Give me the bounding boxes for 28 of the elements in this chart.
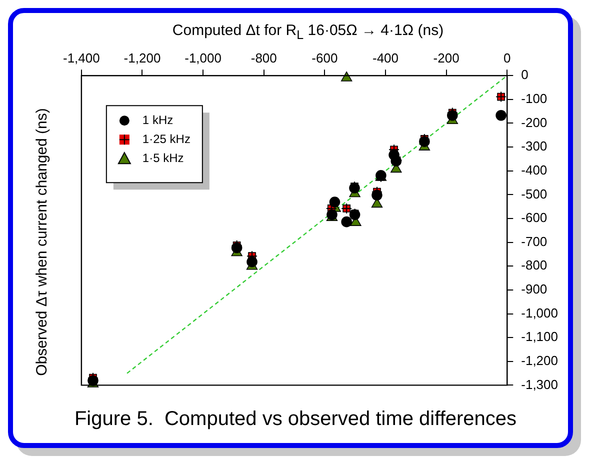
- y-tick-label: -700: [521, 234, 548, 249]
- y-tick-label: 0: [521, 67, 528, 82]
- y-tick-label: -900: [521, 282, 548, 297]
- x-tick-label: -800: [250, 50, 277, 66]
- x-tick-label: -600: [312, 50, 338, 66]
- legend-label: 1·25 kHz: [142, 132, 190, 146]
- y-tick-label: -1,200: [521, 352, 558, 368]
- y-axis-title: Observed Δτ when current changed (ns): [34, 108, 50, 376]
- y-tick-label: -1,000: [521, 305, 558, 320]
- x-tick-label: -200: [433, 50, 460, 66]
- text: Figure 5. Computed vs observed time differences: [73, 408, 518, 431]
- legend-label: 1 kHz: [142, 112, 174, 127]
- x-tick-label: -1,400: [62, 50, 100, 66]
- x-tick-label: -1,000: [184, 50, 222, 66]
- y-tick-label: -1,300: [521, 376, 558, 392]
- y-tick-label: -200: [521, 114, 548, 130]
- legend-label: 1·5 kHz: [142, 150, 184, 165]
- y-tick-label: -500: [521, 186, 548, 202]
- y-tick-label: -600: [521, 210, 548, 226]
- x-tick-label: -400: [372, 50, 399, 66]
- y-tick-label: -400: [521, 162, 548, 178]
- y-tick-label: -800: [521, 258, 548, 273]
- y-tick-label: -100: [521, 90, 548, 106]
- y-tick-label: -300: [521, 138, 548, 154]
- x-tick-label: -1,200: [124, 50, 161, 66]
- x-axis-title: Computed Δt for R$_{L}$ 16·05Ω → 4·1Ω (ns): [171, 22, 445, 42]
- y-tick-label: -1,100: [521, 329, 558, 344]
- x-tick-label: 0: [504, 50, 511, 66]
